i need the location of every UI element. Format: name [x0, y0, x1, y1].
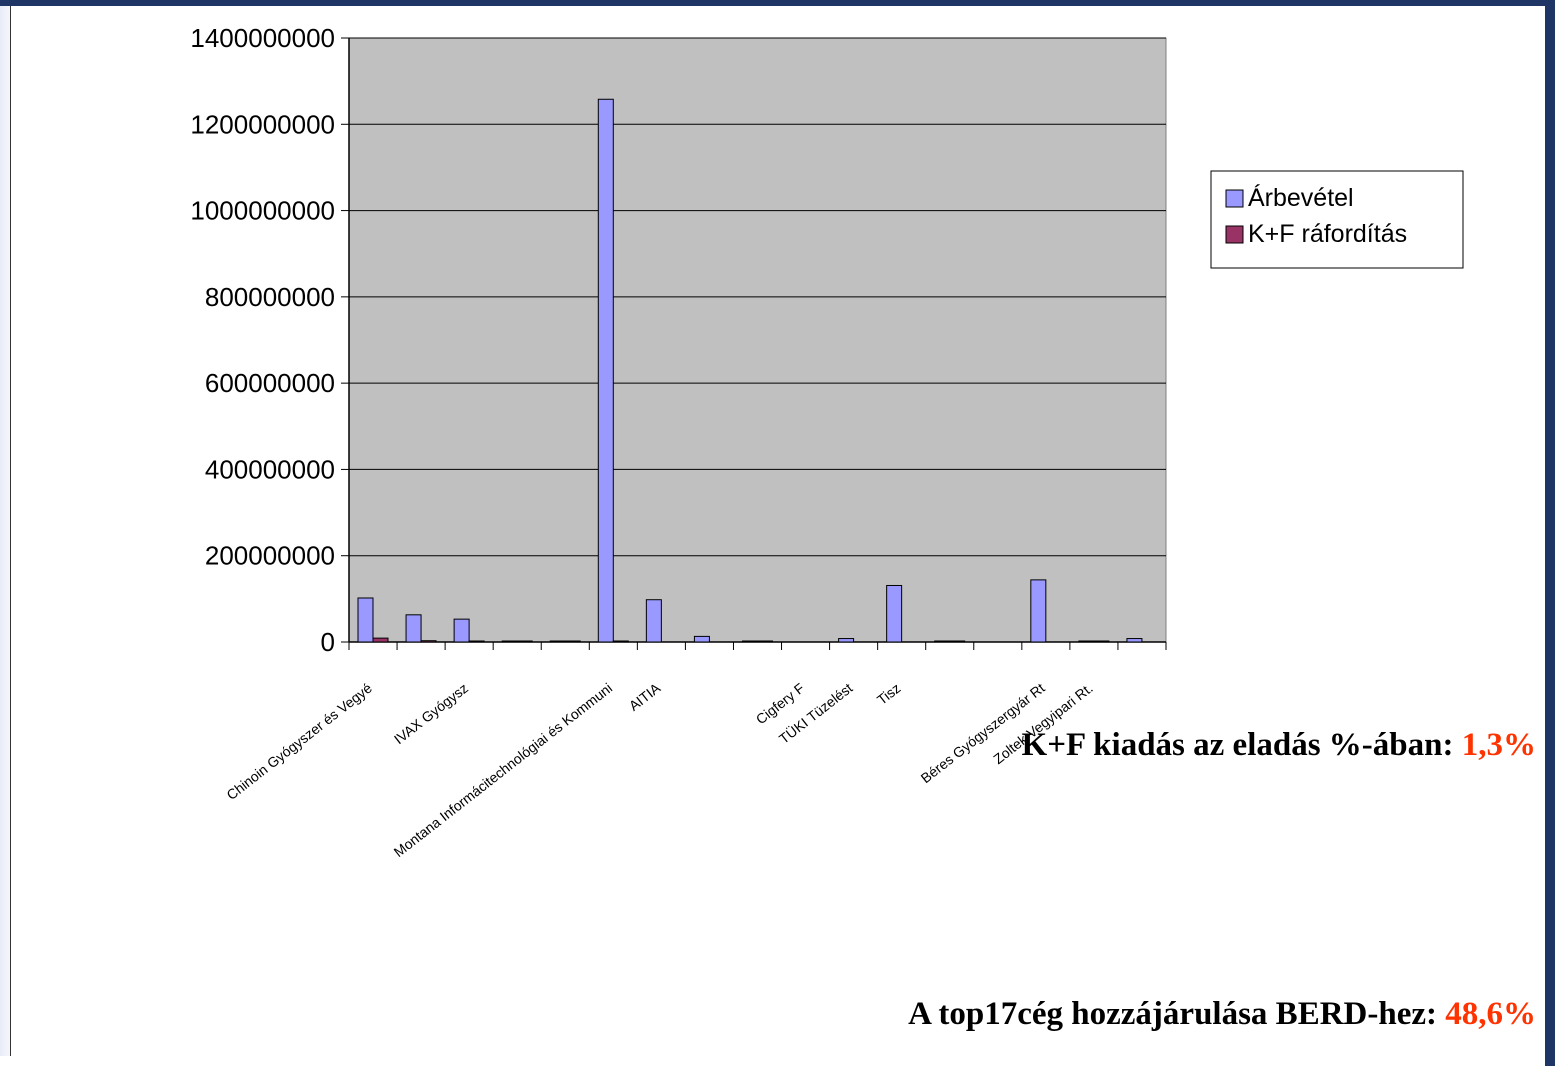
bar-kf-raforditas	[468, 640, 485, 643]
bar-arbevetel	[741, 640, 758, 643]
y-tick-label: 200000000	[205, 541, 335, 571]
plot-area	[348, 37, 1167, 643]
legend-swatch	[1225, 225, 1244, 244]
y-tick-label: 800000000	[205, 282, 335, 312]
left-frame-bar	[0, 6, 11, 1056]
bar-kf-raforditas	[1093, 640, 1110, 643]
bar-arbevetel	[357, 597, 374, 643]
right-frame-bar	[1545, 6, 1555, 1066]
legend-label: K+F ráfordítás	[1248, 220, 1407, 248]
legend-swatch	[1225, 189, 1244, 208]
y-tick-label: 1400000000	[190, 23, 335, 53]
bar-kf-raforditas	[372, 637, 389, 643]
x-category-label: AITIA	[626, 679, 664, 714]
bar-arbevetel	[501, 640, 518, 643]
x-category-label: Tisz	[874, 680, 904, 708]
berd-contribution-label: A top17cég hozzájárulása BERD-hez:	[908, 996, 1446, 1032]
y-tick-label: 400000000	[205, 454, 335, 484]
rd-share-value: 1,3%	[1461, 727, 1536, 763]
bar-kf-raforditas	[516, 640, 533, 643]
legend-label: Árbevétel	[1248, 183, 1354, 212]
bar-arbevetel	[1030, 579, 1047, 643]
bar-arbevetel	[886, 584, 903, 643]
bar-arbevetel	[645, 599, 662, 643]
y-tick-label: 1200000000	[190, 109, 335, 139]
bar-arbevetel	[405, 614, 422, 643]
y-tick-label: 600000000	[205, 368, 335, 398]
bar-kf-raforditas	[949, 640, 966, 643]
bar-arbevetel	[838, 638, 855, 643]
bar-arbevetel	[934, 640, 951, 643]
bar-kf-raforditas	[420, 640, 437, 643]
bar-kf-raforditas	[612, 640, 629, 643]
berd-contribution-value: 48,6%	[1445, 996, 1536, 1032]
bar-arbevetel	[693, 635, 710, 643]
bar-arbevetel	[1078, 640, 1095, 643]
bar-arbevetel	[549, 640, 566, 643]
bar-kf-raforditas	[564, 640, 581, 643]
bar-kf-raforditas	[756, 640, 773, 643]
legend-box	[1210, 170, 1464, 269]
berd-contribution-note: A top17cég hozzájárulása BERD-hez: 48,6%	[690, 996, 1536, 1033]
rd-share-label: K+F kiadás az eladás %-ában:	[1021, 727, 1462, 763]
top-frame-bar	[0, 0, 1555, 6]
x-category-label: IVAX Gyógysz	[391, 680, 471, 748]
bar-arbevetel	[453, 618, 470, 643]
bar-arbevetel	[597, 98, 614, 643]
rd-share-note: K+F kiadás az eladás %-ában: 1,3%	[690, 727, 1536, 764]
y-tick-label: 1000000000	[190, 196, 335, 226]
y-tick-label: 0	[321, 627, 335, 657]
x-category-label: Chinoin Gyógyszer és Vegyé	[223, 680, 375, 803]
bar-arbevetel	[1126, 638, 1143, 643]
x-category-label: Montana Informácitechnológiai és Kommuni	[391, 680, 615, 860]
